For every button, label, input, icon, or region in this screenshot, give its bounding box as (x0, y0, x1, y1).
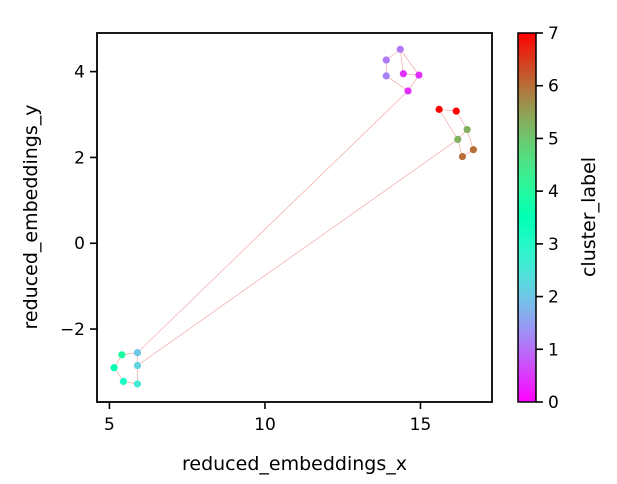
colorbar-ticks: 0 1 2 3 4 5 6 7 (536, 24, 559, 413)
colorbar-tick-label: 4 (548, 182, 559, 202)
y-axis-label: reduced_embeddings_y (20, 105, 42, 330)
x-axis-label: reduced_embeddings_x (182, 453, 407, 475)
y-tick-label: −2 (60, 320, 85, 340)
data-point (382, 72, 390, 80)
x-tick-label: 5 (104, 415, 115, 435)
y-ticks: −2 0 2 4 (60, 63, 97, 340)
data-point (463, 125, 471, 134)
data-point (133, 349, 142, 357)
points-layer (110, 45, 477, 388)
plot-area (96, 32, 493, 403)
data-point (469, 146, 477, 154)
data-point (435, 105, 443, 113)
x-tick-label: 10 (254, 415, 276, 435)
data-point (396, 45, 404, 53)
data-point (133, 380, 142, 388)
colorbar-tick-label: 0 (548, 393, 559, 413)
colorbar-tick-label: 7 (548, 24, 559, 44)
colorbar-gradient (517, 32, 537, 403)
data-point (119, 377, 128, 386)
edge-line (399, 49, 404, 74)
edge-line (438, 109, 459, 140)
colorbar-tick-label: 3 (548, 235, 559, 255)
colorbar: 0 1 2 3 4 5 6 7 cluster_label (517, 24, 600, 413)
data-point (399, 70, 407, 78)
edge-line (137, 90, 409, 353)
x-ticks: 5 10 15 (104, 402, 431, 435)
data-point (133, 361, 142, 370)
colorbar-tick-label: 6 (548, 77, 559, 97)
x-tick-label: 15 (410, 415, 432, 435)
data-point (454, 135, 462, 144)
data-point (452, 107, 460, 115)
data-point (415, 71, 423, 79)
colorbar-label: cluster_label (578, 157, 600, 277)
edges-layer (113, 49, 474, 385)
edge-line (137, 139, 458, 366)
colorbar-tick-label: 2 (548, 288, 559, 308)
x-axis: 5 10 15 reduced_embeddings_x (104, 402, 431, 475)
data-point (458, 152, 467, 161)
y-tick-label: 0 (74, 234, 85, 254)
data-point (382, 56, 390, 64)
colorbar-tick-label: 5 (548, 129, 559, 149)
y-axis: −2 0 2 4 reduced_embeddings_y (20, 63, 97, 340)
colorbar-tick-label: 1 (548, 340, 559, 360)
plot-frame (96, 32, 493, 403)
y-tick-label: 4 (74, 63, 85, 83)
data-point (404, 87, 412, 95)
edge-line (386, 75, 409, 92)
y-tick-label: 2 (74, 148, 85, 168)
edge-line (400, 49, 420, 76)
data-point (118, 351, 126, 359)
data-point (110, 364, 118, 372)
